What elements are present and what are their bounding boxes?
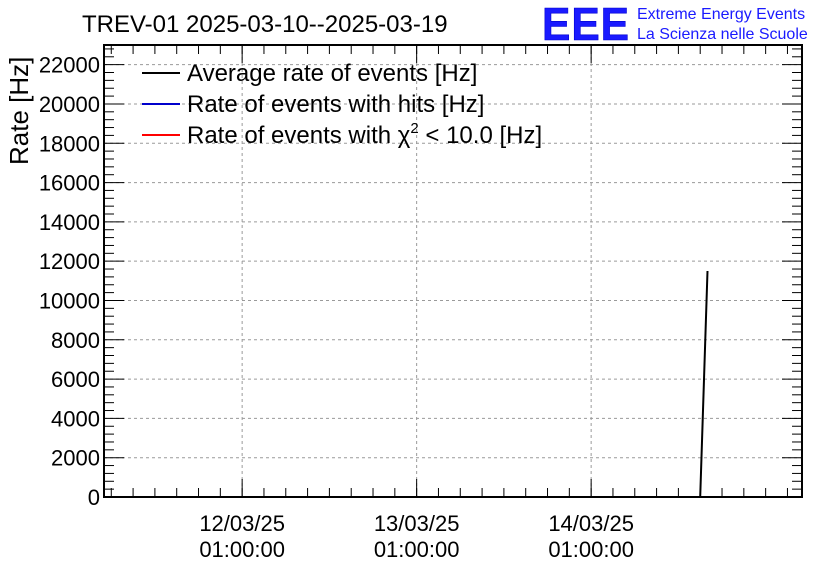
legend-label-average: Average rate of events [Hz]: [187, 60, 477, 87]
legend-chi2-symbol: χ: [398, 122, 411, 149]
y-tick-label: 14000: [39, 210, 100, 235]
logo-letters: EEE: [542, 0, 630, 50]
y-tick-label: 18000: [39, 131, 100, 156]
chart-title: TREV-01 2025-03-10--2025-03-19: [82, 11, 448, 38]
y-tick-label: 12000: [39, 249, 100, 274]
y-tick-label: 0: [88, 485, 100, 510]
legend-label-hits: Rate of events with hits [Hz]: [187, 91, 484, 118]
axis-ticks: [104, 45, 802, 498]
legend-chi2-suffix: < 10.0 [Hz]: [419, 122, 542, 149]
logo-line-2: La Scienza nelle Scuole: [637, 26, 808, 43]
y-tick-label: 4000: [51, 406, 100, 431]
eee-logo: EEE Extreme Energy Events La Scienza nel…: [542, 0, 808, 50]
y-axis-title: Rate [Hz]: [4, 57, 34, 165]
plot-frame: [103, 44, 803, 498]
legend-chi2-superscript: 2: [410, 120, 418, 137]
legend: Average rate of events [Hz] Rate of even…: [142, 60, 542, 149]
y-tick-label: 6000: [51, 367, 100, 392]
x-tick-label-time: 01:00:00: [374, 537, 460, 562]
legend-chi2-prefix: Rate of events with: [187, 122, 398, 149]
x-tick-label-date: 12/03/25: [199, 511, 285, 536]
x-tick-label-time: 01:00:00: [548, 537, 634, 562]
y-tick-label: 8000: [51, 328, 100, 353]
x-tick-label-date: 14/03/25: [548, 511, 634, 536]
y-tick-label: 10000: [39, 288, 100, 313]
logo-line-1: Extreme Energy Events: [637, 6, 805, 23]
legend-label-chi2: Rate of events with χ2 < 10.0 [Hz]: [187, 120, 542, 149]
y-tick-label: 16000: [39, 171, 100, 196]
x-tick-label-time: 01:00:00: [199, 537, 285, 562]
y-tick-label: 20000: [39, 92, 100, 117]
y-tick-label: 2000: [51, 446, 100, 471]
tick-labels: 0 2000 4000 6000 8000 10000 12000 14000 16000 180…: [39, 53, 634, 562]
x-tick-label-date: 13/03/25: [374, 511, 460, 536]
grid: [104, 45, 802, 497]
y-tick-label: 22000: [39, 53, 100, 78]
